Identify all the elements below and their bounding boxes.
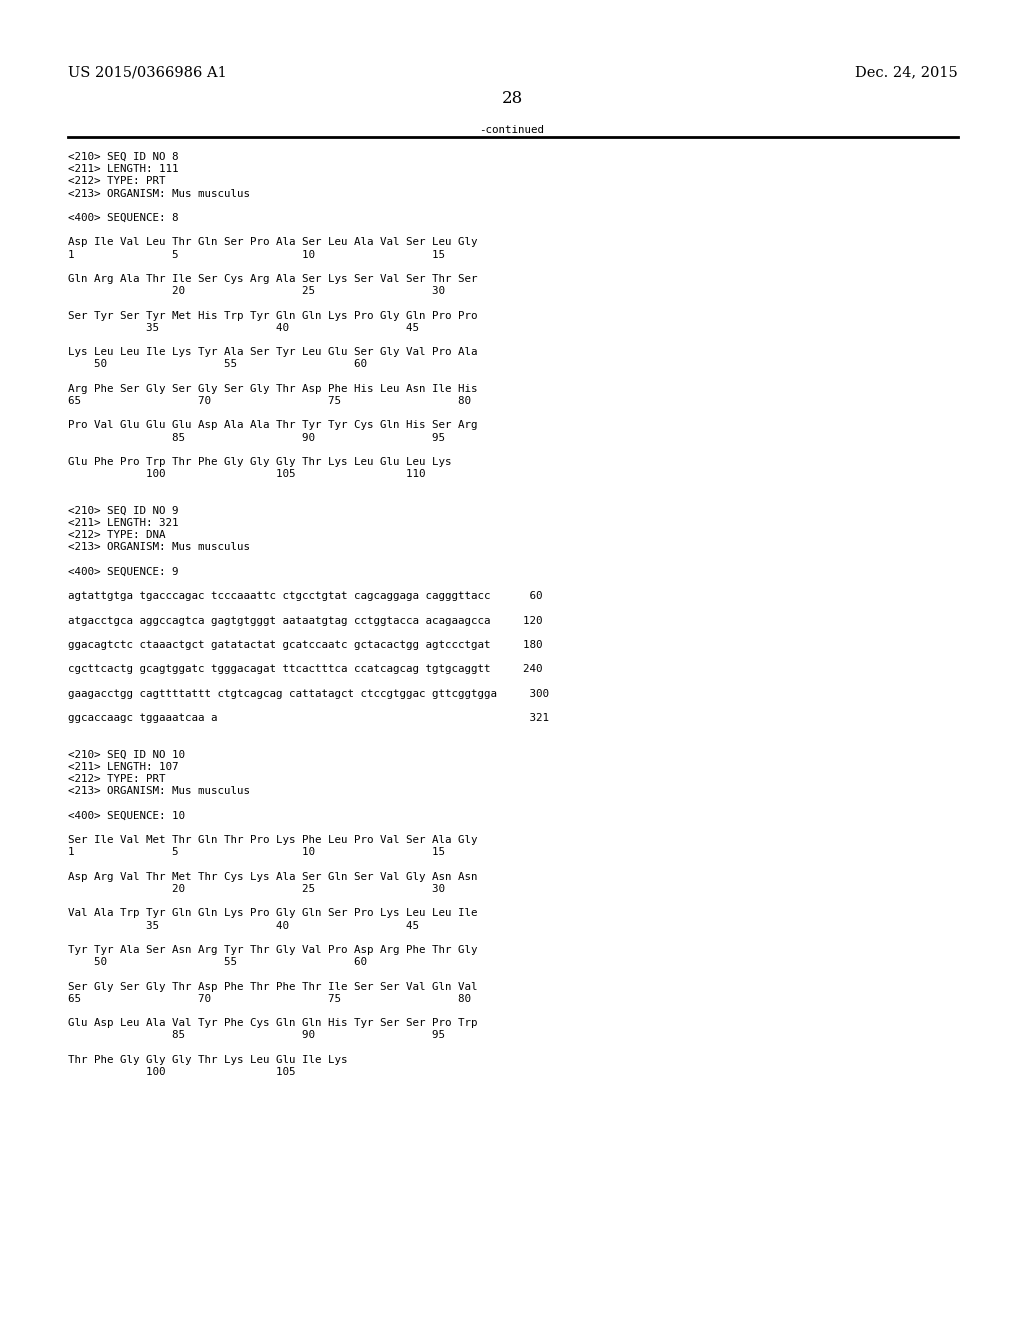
Text: 1               5                   10                  15: 1 5 10 15 [68,847,445,858]
Text: 100                 105                 110: 100 105 110 [68,469,426,479]
Text: 20                  25                  30: 20 25 30 [68,884,445,894]
Text: Ser Tyr Ser Tyr Met His Trp Tyr Gln Gln Lys Pro Gly Gln Pro Pro: Ser Tyr Ser Tyr Met His Trp Tyr Gln Gln … [68,310,477,321]
Text: 65                  70                  75                  80: 65 70 75 80 [68,396,471,407]
Text: Val Ala Trp Tyr Gln Gln Lys Pro Gly Gln Ser Pro Lys Leu Leu Ile: Val Ala Trp Tyr Gln Gln Lys Pro Gly Gln … [68,908,477,919]
Text: <213> ORGANISM: Mus musculus: <213> ORGANISM: Mus musculus [68,189,250,198]
Text: <213> ORGANISM: Mus musculus: <213> ORGANISM: Mus musculus [68,543,250,552]
Text: 20                  25                  30: 20 25 30 [68,286,445,296]
Text: ggacagtctc ctaaactgct gatatactat gcatccaatc gctacactgg agtccctgat     180: ggacagtctc ctaaactgct gatatactat gcatcca… [68,640,543,649]
Text: <210> SEQ ID NO 8: <210> SEQ ID NO 8 [68,152,178,162]
Text: <400> SEQUENCE: 8: <400> SEQUENCE: 8 [68,213,178,223]
Text: Glu Phe Pro Trp Thr Phe Gly Gly Gly Thr Lys Leu Glu Leu Lys: Glu Phe Pro Trp Thr Phe Gly Gly Gly Thr … [68,457,452,467]
Text: <212> TYPE: PRT: <212> TYPE: PRT [68,775,166,784]
Text: Asp Arg Val Thr Met Thr Cys Lys Ala Ser Gln Ser Val Gly Asn Asn: Asp Arg Val Thr Met Thr Cys Lys Ala Ser … [68,871,477,882]
Text: 85                  90                  95: 85 90 95 [68,433,445,442]
Text: 100                 105: 100 105 [68,1067,296,1077]
Text: atgacctgca aggccagtca gagtgtgggt aataatgtag cctggtacca acagaagcca     120: atgacctgca aggccagtca gagtgtgggt aataatg… [68,615,543,626]
Text: Gln Arg Ala Thr Ile Ser Cys Arg Ala Ser Lys Ser Val Ser Thr Ser: Gln Arg Ala Thr Ile Ser Cys Arg Ala Ser … [68,275,477,284]
Text: 65                  70                  75                  80: 65 70 75 80 [68,994,471,1003]
Text: Thr Phe Gly Gly Gly Thr Lys Leu Glu Ile Lys: Thr Phe Gly Gly Gly Thr Lys Leu Glu Ile … [68,1055,347,1065]
Text: <212> TYPE: PRT: <212> TYPE: PRT [68,177,166,186]
Text: Lys Leu Leu Ile Lys Tyr Ala Ser Tyr Leu Glu Ser Gly Val Pro Ala: Lys Leu Leu Ile Lys Tyr Ala Ser Tyr Leu … [68,347,477,358]
Text: <400> SEQUENCE: 9: <400> SEQUENCE: 9 [68,566,178,577]
Text: <212> TYPE: DNA: <212> TYPE: DNA [68,531,166,540]
Text: <213> ORGANISM: Mus musculus: <213> ORGANISM: Mus musculus [68,787,250,796]
Text: <211> LENGTH: 321: <211> LENGTH: 321 [68,517,178,528]
Text: 50                  55                  60: 50 55 60 [68,957,367,968]
Text: <211> LENGTH: 111: <211> LENGTH: 111 [68,164,178,174]
Text: 50                  55                  60: 50 55 60 [68,359,367,370]
Text: 28: 28 [502,90,522,107]
Text: Ser Ile Val Met Thr Gln Thr Pro Lys Phe Leu Pro Val Ser Ala Gly: Ser Ile Val Met Thr Gln Thr Pro Lys Phe … [68,836,477,845]
Text: <400> SEQUENCE: 10: <400> SEQUENCE: 10 [68,810,185,821]
Text: gaagacctgg cagttttattt ctgtcagcag cattatagct ctccgtggac gttcggtgga     300: gaagacctgg cagttttattt ctgtcagcag cattat… [68,689,549,698]
Text: Pro Val Glu Glu Glu Asp Ala Ala Thr Tyr Tyr Cys Gln His Ser Arg: Pro Val Glu Glu Glu Asp Ala Ala Thr Tyr … [68,420,477,430]
Text: Ser Gly Ser Gly Thr Asp Phe Thr Phe Thr Ile Ser Ser Val Gln Val: Ser Gly Ser Gly Thr Asp Phe Thr Phe Thr … [68,982,477,991]
Text: ggcaccaagc tggaaatcaa a                                                321: ggcaccaagc tggaaatcaa a 321 [68,713,549,723]
Text: <210> SEQ ID NO 10: <210> SEQ ID NO 10 [68,750,185,760]
Text: -continued: -continued [479,125,545,135]
Text: US 2015/0366986 A1: US 2015/0366986 A1 [68,65,226,79]
Text: <211> LENGTH: 107: <211> LENGTH: 107 [68,762,178,772]
Text: Dec. 24, 2015: Dec. 24, 2015 [855,65,958,79]
Text: 1               5                   10                  15: 1 5 10 15 [68,249,445,260]
Text: Asp Ile Val Leu Thr Gln Ser Pro Ala Ser Leu Ala Val Ser Leu Gly: Asp Ile Val Leu Thr Gln Ser Pro Ala Ser … [68,238,477,247]
Text: Arg Phe Ser Gly Ser Gly Ser Gly Thr Asp Phe His Leu Asn Ile His: Arg Phe Ser Gly Ser Gly Ser Gly Thr Asp … [68,384,477,393]
Text: Glu Asp Leu Ala Val Tyr Phe Cys Gln Gln His Tyr Ser Ser Pro Trp: Glu Asp Leu Ala Val Tyr Phe Cys Gln Gln … [68,1018,477,1028]
Text: agtattgtga tgacccagac tcccaaattc ctgcctgtat cagcaggaga cagggttacc      60: agtattgtga tgacccagac tcccaaattc ctgcctg… [68,591,543,601]
Text: 85                  90                  95: 85 90 95 [68,1031,445,1040]
Text: Tyr Tyr Ala Ser Asn Arg Tyr Thr Gly Val Pro Asp Arg Phe Thr Gly: Tyr Tyr Ala Ser Asn Arg Tyr Thr Gly Val … [68,945,477,954]
Text: 35                  40                  45: 35 40 45 [68,323,419,333]
Text: cgcttcactg gcagtggatc tgggacagat ttcactttca ccatcagcag tgtgcaggtt     240: cgcttcactg gcagtggatc tgggacagat ttcactt… [68,664,543,675]
Text: 35                  40                  45: 35 40 45 [68,920,419,931]
Text: <210> SEQ ID NO 9: <210> SEQ ID NO 9 [68,506,178,516]
